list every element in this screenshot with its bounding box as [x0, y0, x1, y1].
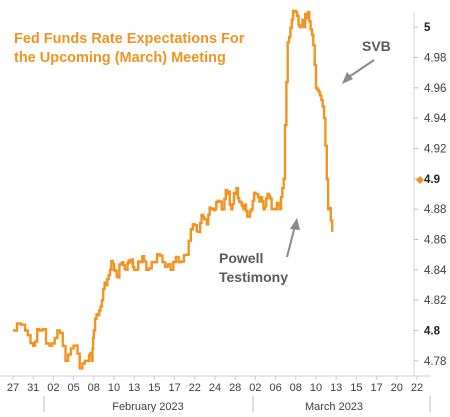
y-tick-label: 4.78 [424, 356, 446, 368]
y-tick-label: 4.92 [424, 144, 446, 156]
x-tick-label: 17 [370, 382, 382, 394]
y-tick-label: 4.9 [424, 174, 440, 186]
x-tick-label: 22 [189, 382, 201, 394]
series-layer [13, 9, 334, 370]
x-tick-label: 13 [330, 382, 342, 394]
annotation-svb-label: SVB [362, 38, 391, 54]
annotation-svb-arrow-line [345, 59, 375, 80]
y-tick-label: 4.86 [424, 235, 446, 247]
y-tick-label: 4.82 [424, 295, 446, 307]
y-tick-label: 4.8 [424, 326, 441, 338]
x-tick-label: 22 [411, 382, 423, 394]
y-tick-label: 4.96 [424, 83, 446, 95]
annotation-powell-label-line-1: Powell [219, 250, 263, 266]
y-tick-label: 4.88 [424, 204, 446, 216]
x-tick-label: 08 [290, 382, 302, 394]
y-axis: 5 4.98 4.96 4.94 4.92 4.9 4.88 4.86 4.84 4.82 4.8 4… [413, 12, 447, 376]
x-tick-label: 20 [391, 382, 403, 394]
x-tick-label: 24 [209, 382, 221, 394]
annotation-powell-arrow-line [286, 225, 296, 258]
y-tick-label: 4.98 [424, 53, 446, 65]
x-tick-label: 10 [108, 382, 120, 394]
x-tick-label: 05 [67, 382, 79, 394]
x-tick-label: 31 [27, 382, 39, 394]
x-tick-label: 17 [168, 382, 180, 394]
x-tick-label: 06 [269, 382, 281, 394]
x-tick-label: 02 [47, 382, 59, 394]
y-tick-label: 4.94 [424, 113, 447, 125]
x-tick-label: 28 [229, 382, 241, 394]
x-tick-label: 15 [148, 382, 160, 394]
annotation-powell-arrow-head [290, 218, 300, 230]
x-tick-label: 15 [350, 382, 362, 394]
annotation-powell: Powell Testimony [219, 218, 300, 285]
y-tick-label: 5 [424, 22, 431, 34]
chart-title-line-2: the Upcoming (March) Meeting [14, 50, 226, 66]
x-tick-label: 10 [310, 382, 322, 394]
x-axis: 27 31 02 05 08 10 13 15 17 22 24 28 02 06 08 10 13 15 17 20… [0, 375, 431, 413]
annotation-powell-label-line-2: Testimony [219, 269, 288, 285]
x-tick-label: 08 [88, 382, 100, 394]
y-tick-label: 4.84 [424, 265, 447, 277]
month-label-february: February 2023 [112, 401, 184, 412]
annotation-svb: SVB [342, 38, 391, 84]
x-tick-label: 02 [249, 382, 261, 394]
chart-title-line-1: Fed Funds Rate Expectations For [14, 31, 245, 47]
last-value-marker [416, 176, 424, 184]
x-tick-label: 13 [128, 382, 140, 394]
series-line [13, 9, 334, 370]
month-label-march: March 2023 [305, 401, 363, 412]
annotation-svb-arrow-head [342, 72, 353, 84]
x-tick-label: 27 [7, 382, 19, 394]
